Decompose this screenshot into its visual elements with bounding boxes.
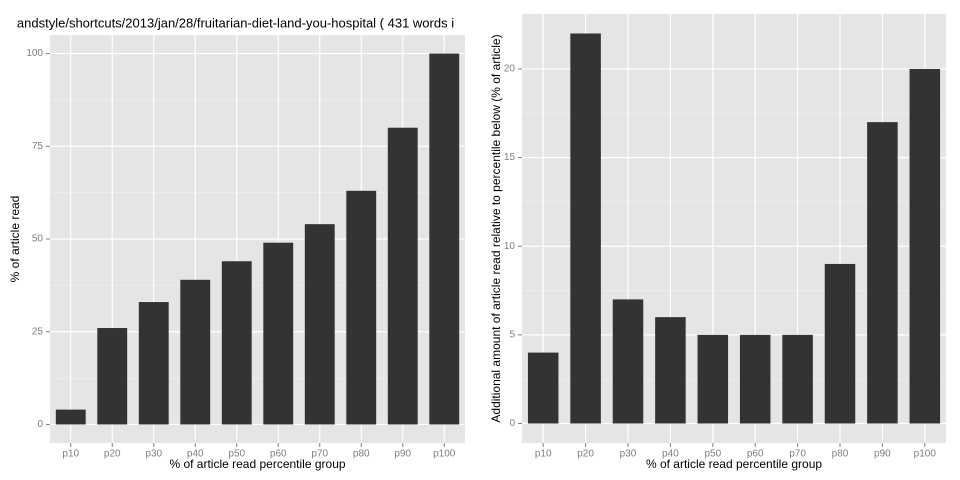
x-tick-label: p30 — [145, 449, 162, 460]
bar — [527, 352, 559, 424]
chart-title: andstyle/shortcuts/2013/jan/28/fruitaria… — [17, 15, 454, 30]
bar — [909, 68, 941, 424]
x-tick-label: p20 — [104, 449, 121, 460]
bar — [739, 334, 771, 424]
y-tick-label: 75 — [32, 141, 44, 152]
bar — [429, 53, 460, 425]
bar — [55, 409, 86, 425]
x-tick-label: p70 — [311, 449, 328, 460]
x-tick-label: p100 — [914, 449, 937, 460]
x-tick-label: p100 — [433, 449, 456, 460]
bar — [304, 224, 335, 425]
x-tick-label: p10 — [62, 449, 79, 460]
bar — [138, 302, 169, 425]
x-tick-label: p40 — [662, 449, 679, 460]
y-tick-label: 10 — [504, 241, 516, 252]
y-tick-label: 15 — [504, 152, 516, 163]
x-tick-label: p20 — [577, 449, 594, 460]
bar — [782, 334, 813, 424]
x-tick-label: p40 — [187, 449, 204, 460]
x-tick-label: p80 — [353, 449, 370, 460]
x-tick-label: p60 — [747, 449, 764, 460]
y-tick-label: 0 — [509, 418, 515, 429]
x-axis-label: % of article read percentile group — [169, 457, 345, 471]
x-tick-label: p80 — [832, 449, 849, 460]
x-tick-label: p50 — [704, 449, 721, 460]
x-tick-label: p70 — [789, 449, 806, 460]
y-tick-label: 5 — [509, 330, 515, 341]
bar — [570, 33, 601, 424]
y-axis-label: % of article read — [8, 196, 22, 283]
bar — [263, 242, 294, 425]
bar — [346, 190, 377, 425]
y-tick-label: 50 — [32, 234, 44, 245]
bar — [824, 263, 856, 424]
x-tick-label: p90 — [874, 449, 891, 460]
x-tick-label: p50 — [228, 449, 245, 460]
x-tick-label: p30 — [620, 449, 637, 460]
y-tick-label: 0 — [37, 419, 43, 430]
y-tick-label: 20 — [504, 64, 516, 75]
bar — [612, 299, 644, 424]
x-tick-label: p90 — [394, 449, 411, 460]
bar — [387, 127, 418, 425]
bar — [180, 279, 211, 425]
y-tick-label: 25 — [32, 326, 44, 337]
x-tick-label: p60 — [270, 449, 287, 460]
y-axis-label: Additional amount of article read relati… — [489, 34, 503, 422]
bar — [97, 328, 128, 425]
x-axis-label: % of article read percentile group — [646, 457, 822, 471]
bar — [697, 334, 729, 424]
bar — [655, 317, 686, 424]
bar — [221, 261, 252, 425]
x-tick-label: p10 — [535, 449, 552, 460]
bar — [867, 122, 898, 424]
y-tick-label: 100 — [26, 48, 43, 59]
